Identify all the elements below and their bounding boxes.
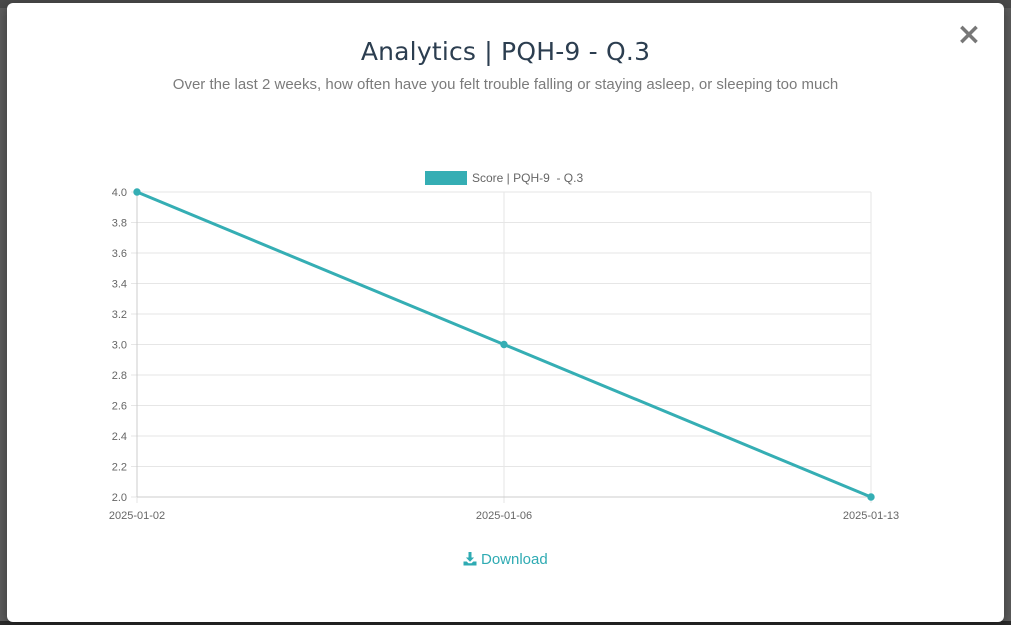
legend-label: Score | PQH-9 - Q.3 <box>472 171 583 185</box>
y-tick-label: 3.0 <box>112 340 127 352</box>
x-tick-label: 2025-01-02 <box>109 510 165 522</box>
y-tick-label: 2.6 <box>112 401 127 413</box>
download-button[interactable]: Download <box>462 548 552 570</box>
x-tick-label: 2025-01-06 <box>476 510 532 522</box>
y-tick-label: 3.8 <box>112 218 127 230</box>
series-line <box>136 190 872 499</box>
modal-title: Analytics | PQH-9 - Q.3 <box>360 37 651 66</box>
y-tick-label: 3.4 <box>112 279 127 291</box>
analytics-modal: × Analytics | PQH-9 - Q.3 Over the last … <box>7 3 1004 622</box>
y-tick-label: 2.4 <box>112 431 127 443</box>
download-label: Download <box>481 550 548 568</box>
data-point <box>500 340 508 349</box>
y-tick-label: 3.6 <box>112 248 127 260</box>
modal-subtitle: Over the last 2 weeks, how often have yo… <box>172 76 839 93</box>
y-tick-label: 2.2 <box>112 462 127 474</box>
data-point <box>867 493 875 501</box>
line-chart: 4.0 3.8 3.6 3.4 3.2 3.0 2.8 2.6 2.4 2.2 2.0 2025-01… <box>109 171 899 522</box>
backdrop-bottom <box>0 621 1011 625</box>
x-tick-label: 2025-01-13 <box>843 510 899 522</box>
data-point <box>133 188 141 196</box>
y-tick-label: 2.8 <box>112 370 127 382</box>
y-tick-label: 4.0 <box>112 187 127 199</box>
download-icon <box>463 552 477 566</box>
chart-container: 4.0 3.8 3.6 3.4 3.2 3.0 2.8 2.6 2.4 2.2 2.0 2025-01… <box>7 3 1004 622</box>
legend-swatch <box>425 171 467 185</box>
y-tick-label: 2.0 <box>112 492 127 504</box>
y-tick-label: 3.2 <box>112 309 127 321</box>
close-icon[interactable]: × <box>956 17 982 52</box>
